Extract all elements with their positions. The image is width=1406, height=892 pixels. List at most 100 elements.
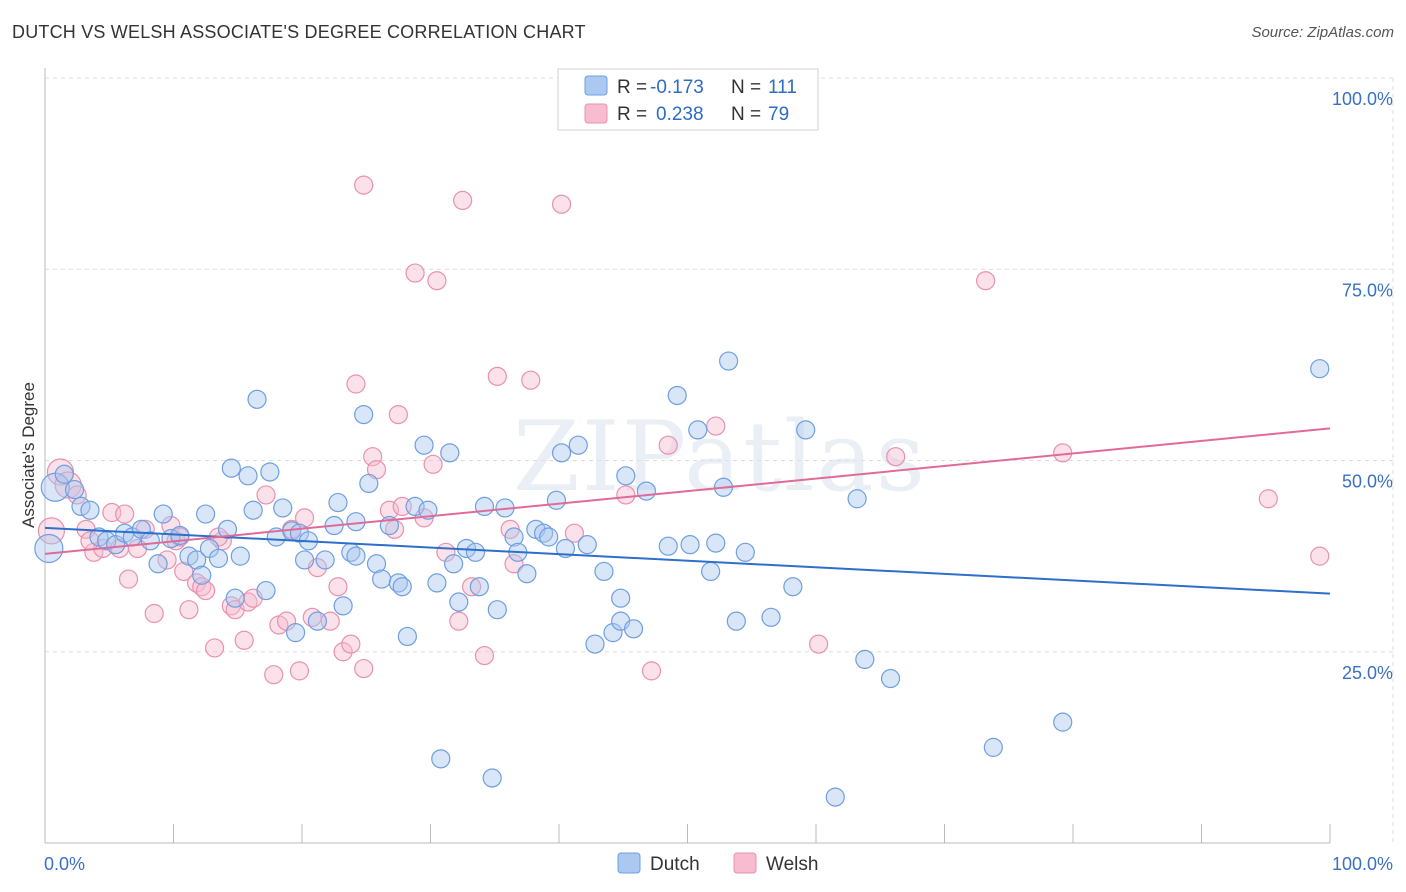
dutch-point [761, 607, 781, 627]
welsh-point [706, 416, 726, 436]
y-tick-label: 100.0% [1332, 89, 1393, 109]
welsh-point [294, 508, 315, 528]
y-tick-label: 75.0% [1342, 280, 1393, 300]
bottom-legend-welsh-swatch [733, 852, 757, 874]
dutch-point [247, 389, 267, 409]
watermark: ZIPatlas [513, 401, 927, 513]
dutch-point [333, 596, 353, 616]
dutch-point [346, 512, 366, 532]
legend-box: R = -0.173 N = 111 R = 0.238 N = 79 [557, 68, 819, 131]
dutch-point [273, 498, 293, 518]
legend-dutch-n-label: N = [731, 77, 761, 98]
dutch-point [359, 473, 379, 494]
dutch-point [148, 554, 168, 574]
dutch-point [238, 466, 258, 486]
dutch-point [1053, 712, 1073, 732]
x-tick-label: 100.0% [1332, 854, 1393, 874]
dutch-point [225, 588, 245, 608]
bottom-legend: Dutch Welsh [617, 852, 818, 875]
x-tick-labels: 0.0% 100.0% [44, 854, 1393, 874]
y-tick-label: 50.0% [1342, 472, 1393, 492]
dutch-point [636, 481, 656, 501]
dutch-point [427, 573, 447, 593]
welsh-point [192, 577, 212, 597]
welsh-points [37, 175, 1330, 685]
dutch-point [392, 577, 412, 597]
dutch-point [469, 577, 489, 597]
dutch-point [64, 479, 85, 500]
legend-welsh-n-label: N = [731, 104, 761, 125]
dutch-point [1310, 359, 1330, 379]
legend-welsh-n-value: 79 [768, 104, 789, 125]
dutch-point [658, 536, 678, 556]
dutch-point [221, 458, 241, 478]
dutch-point [983, 737, 1003, 757]
welsh-point [341, 634, 361, 654]
dutch-point [372, 569, 392, 589]
welsh-point [487, 366, 507, 386]
welsh-point [354, 175, 374, 195]
dutch-point [328, 492, 348, 513]
dutch-point [243, 500, 263, 520]
dutch-point [855, 649, 875, 670]
dutch-point [405, 496, 425, 516]
welsh-point [641, 661, 662, 681]
welsh-point [196, 580, 216, 601]
dutch-point [196, 504, 216, 524]
dutch-point [465, 542, 486, 562]
dutch-point [688, 420, 708, 440]
dutch-point [555, 538, 576, 559]
welsh-point [264, 665, 284, 685]
dutch-point [256, 580, 276, 601]
dutch-point [880, 668, 901, 689]
welsh-point [346, 374, 366, 394]
dutch-point [726, 611, 746, 631]
dutch-point [315, 550, 335, 570]
dutch-point [603, 623, 623, 643]
welsh-point [449, 611, 469, 631]
dutch-point [192, 565, 212, 585]
welsh-point [179, 600, 199, 620]
dutch-point [701, 561, 721, 582]
dutch-point [230, 546, 250, 566]
dutch-point [354, 405, 374, 425]
welsh-point [1258, 489, 1278, 509]
dutch-trend-line [44, 526, 1331, 595]
welsh-point [67, 485, 87, 505]
legend-welsh-r-value: 0.238 [656, 104, 704, 125]
welsh-point [976, 271, 996, 291]
bottom-legend-dutch-label: Dutch [650, 854, 700, 875]
legend-welsh-swatch [584, 103, 608, 124]
dutch-point [474, 496, 495, 516]
dutch-point [217, 519, 238, 539]
welsh-point [115, 504, 135, 524]
legend-dutch-r-label: R = [617, 77, 647, 98]
welsh-point [427, 271, 447, 291]
welsh-point [616, 485, 636, 505]
welsh-point [328, 577, 348, 597]
welsh-point [118, 569, 139, 589]
trend-lines [44, 427, 1331, 595]
dutch-point [397, 626, 417, 647]
legend-dutch-swatch [584, 75, 608, 96]
dutch-point [533, 523, 554, 543]
dutch-point [783, 577, 803, 597]
dutch-point [623, 619, 644, 639]
dutch-point [285, 623, 306, 643]
legend-dutch-r-value: -0.173 [650, 77, 704, 98]
dutch-point [539, 527, 559, 547]
dutch-point [440, 443, 460, 463]
dutch-point [706, 533, 726, 553]
dutch-point [517, 564, 537, 584]
welsh-point [474, 645, 495, 666]
dutch-point [546, 490, 567, 510]
x-tick-label: 0.0% [44, 854, 85, 874]
dutch-point [551, 443, 572, 463]
bottom-legend-dutch-swatch [617, 852, 641, 874]
chart-title: DUTCH VS WELSH ASSOCIATE'S DEGREE CORREL… [12, 22, 586, 42]
dutch-point [80, 500, 100, 520]
bottom-legend-welsh-label: Welsh [766, 854, 818, 875]
welsh-point [453, 190, 473, 210]
welsh-point [238, 592, 258, 612]
welsh-trend-line [44, 427, 1331, 555]
